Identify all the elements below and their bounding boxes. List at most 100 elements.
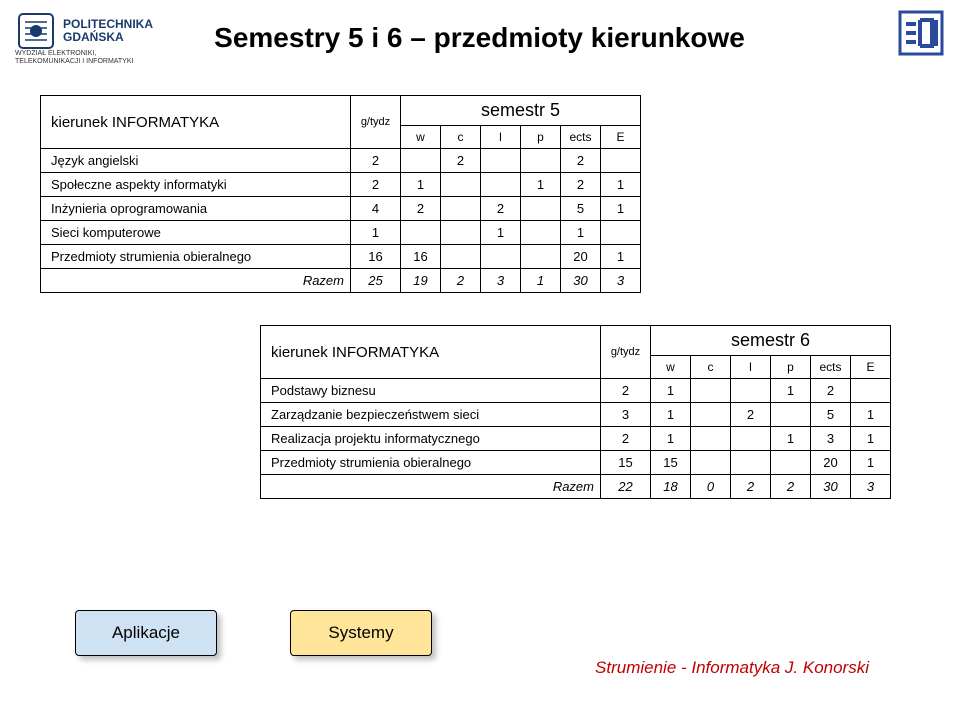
cell (481, 173, 521, 197)
cell: 30 (561, 269, 601, 293)
cell: 5 (561, 197, 601, 221)
cell: 1 (601, 197, 641, 221)
row-label: Inżynieria oprogramowania (41, 197, 351, 221)
cell: 16 (401, 245, 441, 269)
col-header: w (401, 126, 441, 149)
col-header: ects (811, 356, 851, 379)
cell: 1 (521, 173, 561, 197)
cell: 1 (651, 403, 691, 427)
col-header: p (521, 126, 561, 149)
cell: 2 (481, 197, 521, 221)
cell: 4 (351, 197, 401, 221)
cell: 1 (351, 221, 401, 245)
logo-sub1: WYDZIAŁ ELEKTRONIKI, (15, 50, 134, 58)
stream-box-systemy: Systemy (290, 610, 432, 656)
cell: 2 (351, 149, 401, 173)
col-header: l (481, 126, 521, 149)
cell (731, 379, 771, 403)
row-label: Przedmioty strumienia obieralnego (261, 451, 601, 475)
cell: 2 (351, 173, 401, 197)
cell: 1 (851, 427, 891, 451)
cell (441, 221, 481, 245)
table-row: Przedmioty strumienia obieralnego1616201 (41, 245, 641, 269)
gtydz-header: g/tydz (601, 326, 651, 379)
table-row: Język angielski222 (41, 149, 641, 173)
cell: 1 (521, 269, 561, 293)
cell: 15 (601, 451, 651, 475)
col-header: E (851, 356, 891, 379)
table-row: Społeczne aspekty informatyki21121 (41, 173, 641, 197)
cell (771, 451, 811, 475)
cell (691, 403, 731, 427)
cell: 1 (651, 379, 691, 403)
cell: 1 (601, 245, 641, 269)
cell: 2 (561, 149, 601, 173)
cell: 2 (601, 427, 651, 451)
table-row: Zarządzanie bezpieczeństwem sieci31251 (261, 403, 891, 427)
cell: 22 (601, 475, 651, 499)
cell (441, 245, 481, 269)
semestr-header: semestr 6 (651, 326, 891, 356)
logo-left: POLITECHNIKA GDAŃSKA (15, 10, 153, 52)
row-label: Podstawy biznesu (261, 379, 601, 403)
cell (771, 403, 811, 427)
cell: 19 (401, 269, 441, 293)
cell: 30 (811, 475, 851, 499)
cell (691, 379, 731, 403)
col-header: l (731, 356, 771, 379)
col-header: c (691, 356, 731, 379)
logo-left-subtitle: WYDZIAŁ ELEKTRONIKI, TELEKOMUNIKACJI I I… (15, 50, 134, 67)
col-header: ects (561, 126, 601, 149)
logo-right (898, 10, 944, 61)
col-header: c (441, 126, 481, 149)
logo-left-text: POLITECHNIKA GDAŃSKA (63, 18, 153, 43)
cell: 25 (351, 269, 401, 293)
cell: 1 (651, 427, 691, 451)
cell: 1 (771, 379, 811, 403)
cell: 18 (651, 475, 691, 499)
razem-row: Razem2218022303 (261, 475, 891, 499)
cell (441, 173, 481, 197)
table-row: Podstawy biznesu2112 (261, 379, 891, 403)
table-row: Sieci komputerowe111 (41, 221, 641, 245)
cell (731, 451, 771, 475)
cell: 3 (851, 475, 891, 499)
cell: 1 (851, 451, 891, 475)
cell: 20 (561, 245, 601, 269)
cell: 16 (351, 245, 401, 269)
footer-text: Strumienie - Informatyka J. Konorski (595, 658, 869, 678)
cell (521, 149, 561, 173)
lion-crest-icon (15, 10, 57, 52)
razem-label: Razem (41, 269, 351, 293)
col-header: E (601, 126, 641, 149)
table-row: Przedmioty strumienia obieralnego1515201 (261, 451, 891, 475)
cell: 2 (731, 475, 771, 499)
stream-box-aplikacje: Aplikacje (75, 610, 217, 656)
page-title: Semestry 5 i 6 – przedmioty kierunkowe (214, 22, 745, 54)
cell: 2 (731, 403, 771, 427)
cell: 2 (771, 475, 811, 499)
cell (521, 197, 561, 221)
cell (601, 149, 641, 173)
cell (481, 149, 521, 173)
cell: 2 (441, 149, 481, 173)
cell: 3 (811, 427, 851, 451)
row-label: Społeczne aspekty informatyki (41, 173, 351, 197)
cell (521, 221, 561, 245)
table-semestr-5: kierunek INFORMATYKAg/tydzsemestr 5wclpe… (40, 95, 641, 293)
razem-label: Razem (261, 475, 601, 499)
eti-logo-icon (898, 10, 944, 56)
col-header: p (771, 356, 811, 379)
cell: 1 (481, 221, 521, 245)
cell (521, 245, 561, 269)
cell (441, 197, 481, 221)
kierunek-header: kierunek INFORMATYKA (41, 96, 351, 149)
cell (691, 451, 731, 475)
table-semestr-6: kierunek INFORMATYKAg/tydzsemestr 6wclpe… (260, 325, 891, 499)
razem-row: Razem2519231303 (41, 269, 641, 293)
cell (731, 427, 771, 451)
cell: 2 (441, 269, 481, 293)
cell (601, 221, 641, 245)
box-label: Aplikacje (112, 623, 180, 643)
cell: 2 (401, 197, 441, 221)
